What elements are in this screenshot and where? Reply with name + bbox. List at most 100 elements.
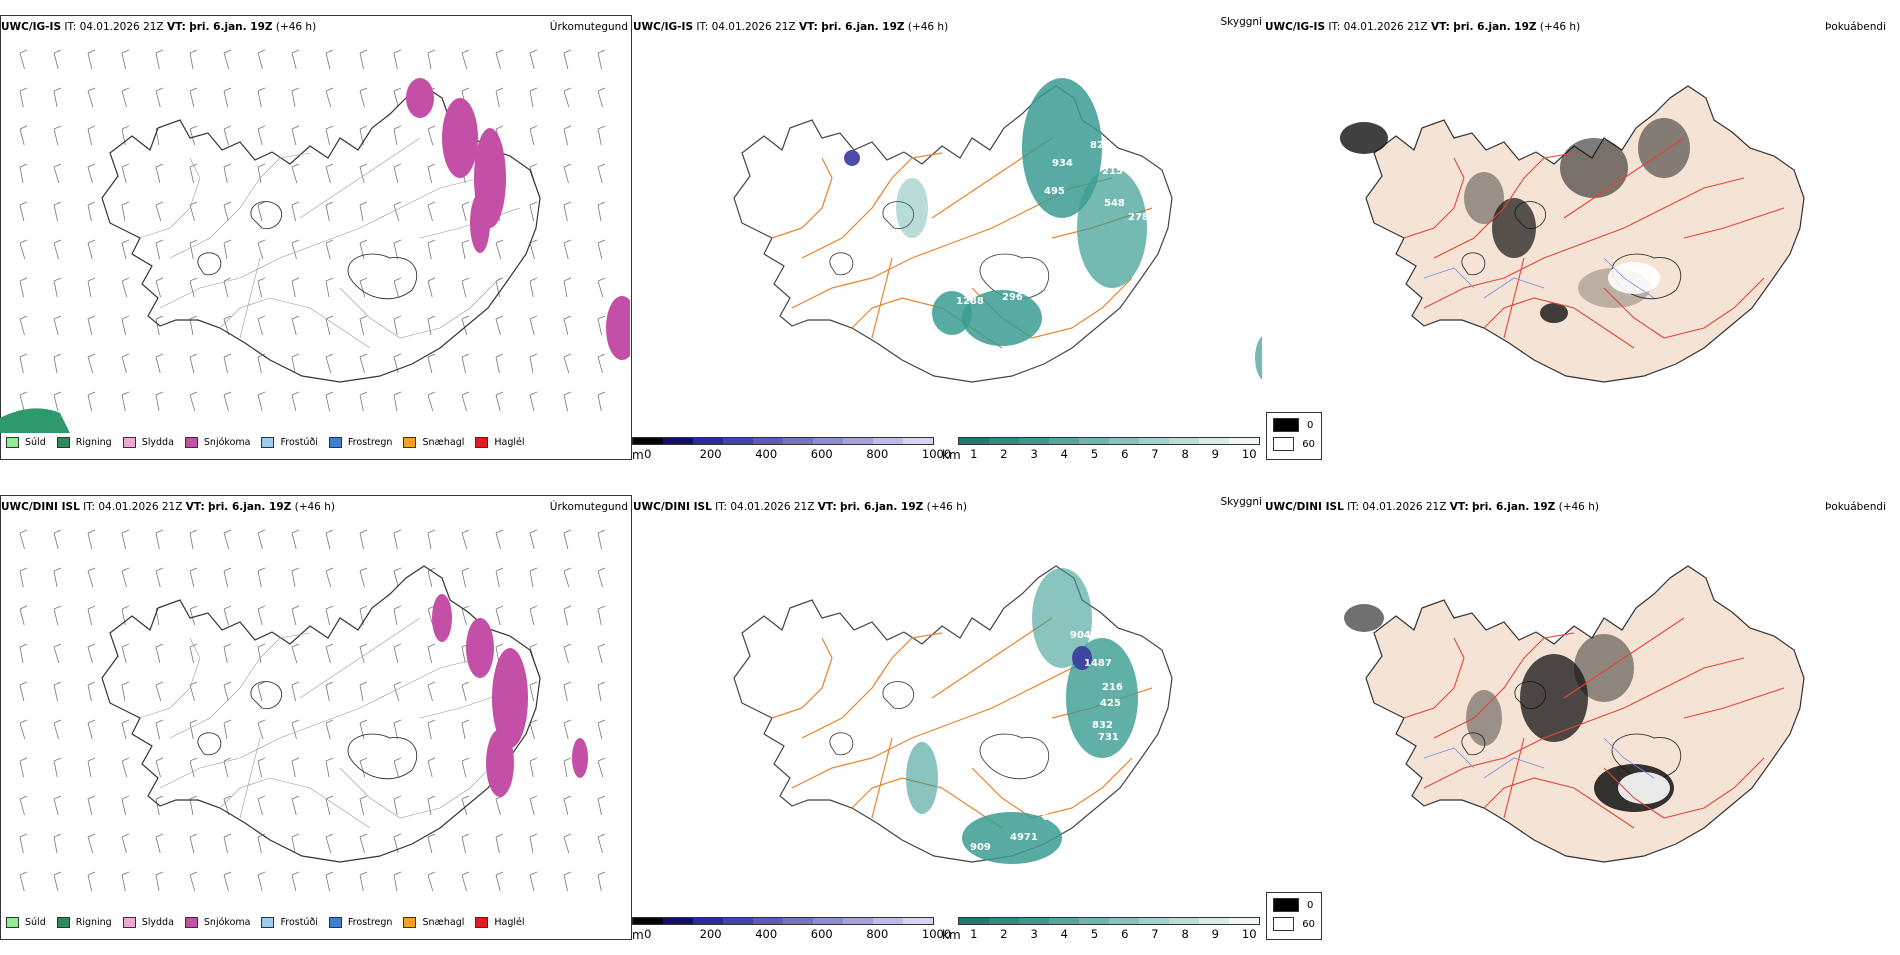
wind-barb [427, 532, 432, 550]
visibility-tick-label: 10 [1241, 927, 1257, 941]
wind-barb-flag [325, 315, 334, 320]
wind-barb [461, 204, 467, 222]
glacier-outline [197, 732, 222, 756]
wind-barb-flag [155, 201, 164, 206]
wind-barb [223, 242, 228, 260]
wind-barb [461, 570, 466, 588]
wind-barb [393, 356, 399, 374]
wind-barb-flag [53, 681, 62, 686]
wind-barb-flag [53, 239, 62, 244]
wind-barb [597, 798, 602, 816]
wind-barb [291, 394, 297, 412]
ceiling-tick-label: 800 [866, 447, 889, 461]
precip-legend-swatch [328, 437, 342, 448]
iceland-fog-map [1340, 85, 1805, 383]
vt-label: VT: [1430, 21, 1450, 33]
wind-barb-flag [155, 315, 164, 320]
precip-legend-swatch [122, 437, 136, 448]
wind-barb [597, 90, 603, 108]
ceiling-tick-label: 600 [810, 447, 833, 461]
ceiling-color-step [843, 438, 873, 444]
wind-barb [359, 646, 365, 664]
wind-barb-flag [597, 795, 606, 800]
it-value: 04.01.2026 21Z [711, 21, 796, 33]
visibility-tick-label: 7 [1151, 447, 1159, 461]
wind-barb [495, 242, 502, 260]
visibility-tick-label: 10 [1241, 447, 1257, 461]
wind-barb-flag [19, 567, 28, 572]
wind-barb [121, 874, 126, 892]
wind-barb [427, 318, 432, 336]
wind-barb-flag [121, 201, 130, 206]
wind-barb-flag [87, 315, 96, 320]
wind-barb-flag [19, 719, 28, 724]
precip-legend-item: Snæhagl [403, 437, 464, 448]
wind-barb [223, 90, 228, 108]
wind-barb [53, 318, 59, 336]
ceiling-tick-label: 400 [755, 927, 778, 941]
wind-barb-flag [155, 871, 164, 876]
wind-barb-flag [495, 605, 504, 610]
fog-panel-ig: UWC/IG-IS IT: 04.01.2026 21Z VT: þri. 6.… [1264, 15, 1896, 475]
wind-barb-flag [461, 239, 470, 244]
it-value: 04.01.2026 21Z [730, 501, 815, 513]
visibility-color-step [1109, 438, 1139, 444]
wind-barb [53, 722, 59, 740]
road-line [1503, 737, 1525, 819]
wind-barb-flag [359, 529, 368, 534]
wind-barb-flag [223, 87, 232, 92]
wind-barb-flag [291, 529, 300, 534]
vt-value: þri. 6.jan. 19Z [1472, 501, 1556, 513]
visibility-tick-label: 2 [1000, 447, 1008, 461]
wind-barb-flag [87, 163, 96, 168]
wind-barb [359, 760, 366, 778]
wind-barb-flag [189, 49, 198, 54]
road-line [219, 777, 371, 829]
precip-legend-label: Snjókoma [203, 437, 251, 448]
wind-barb [257, 570, 262, 588]
wind-barb [563, 722, 569, 740]
wind-barb [427, 798, 432, 816]
wind-barb [189, 646, 194, 664]
wind-barb [359, 90, 365, 108]
wind-barb [529, 394, 535, 412]
wind-barb-flag [87, 605, 96, 610]
wind-barb-flag [291, 719, 300, 724]
wind-barb-flag [257, 315, 266, 320]
wind-barb [393, 166, 399, 184]
wind-barb-flag [393, 681, 402, 686]
visibility-color-step [1169, 438, 1199, 444]
wind-barb [291, 760, 296, 778]
wind-barb [563, 874, 568, 892]
it-label: IT: [64, 21, 77, 33]
wind-barb [529, 798, 535, 816]
wind-barb [121, 646, 127, 664]
road-line [871, 257, 893, 339]
wind-barb [359, 242, 365, 260]
wind-barb [19, 204, 25, 222]
wind-barb-flag [563, 239, 572, 244]
panel-title: Þokuábendi [1825, 21, 1886, 33]
wind-barb [155, 684, 162, 702]
precip-legend-item: Súld [6, 437, 46, 448]
vt-label: VT: [166, 21, 186, 33]
wind-barb-flag [53, 719, 62, 724]
wind-barb-flag [427, 163, 436, 168]
ceiling-value-label: 495 [1044, 186, 1065, 197]
ceiling-color-step [813, 438, 843, 444]
wind-barb-flag [597, 605, 606, 610]
visibility-colorbar-ticks: 1 2 3 4 5 6 7 8 9 10 [958, 447, 1260, 463]
wind-barb-flag [563, 567, 572, 572]
wind-barb [495, 532, 501, 550]
wind-barb [427, 204, 433, 222]
ceiling-color-step [783, 438, 813, 444]
wind-barb [53, 204, 58, 222]
wind-barb-flag [257, 529, 266, 534]
wind-barb [291, 836, 296, 854]
wind-barb-flag [53, 201, 62, 206]
wind-barb-flag [291, 315, 300, 320]
model-name: UWC/DINI ISL [1265, 501, 1344, 513]
wind-barb-flag [19, 643, 28, 648]
wind-barb [563, 684, 568, 702]
